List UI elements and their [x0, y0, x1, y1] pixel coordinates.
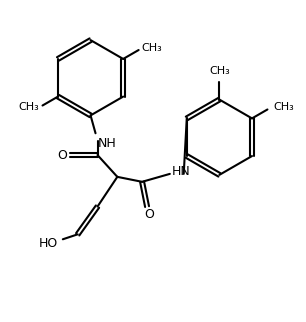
- Text: HN: HN: [172, 166, 191, 178]
- Text: NH: NH: [98, 137, 116, 150]
- Text: HO: HO: [39, 237, 58, 250]
- Text: CH₃: CH₃: [273, 102, 294, 112]
- Text: CH₃: CH₃: [19, 102, 39, 112]
- Text: CH₃: CH₃: [142, 43, 162, 53]
- Text: CH₃: CH₃: [209, 66, 230, 76]
- Text: O: O: [57, 148, 67, 162]
- Text: O: O: [144, 208, 154, 221]
